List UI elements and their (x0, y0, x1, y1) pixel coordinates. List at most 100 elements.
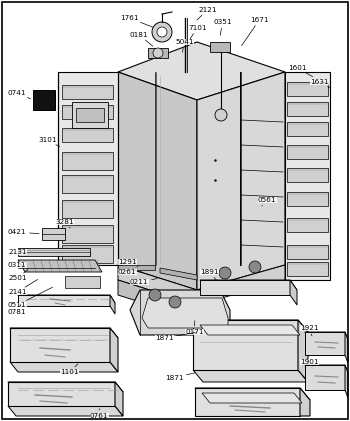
Polygon shape (18, 295, 110, 306)
Text: 2141: 2141 (8, 280, 38, 295)
Circle shape (157, 27, 167, 37)
Text: 1921: 1921 (300, 325, 318, 336)
Text: 7101: 7101 (188, 25, 206, 40)
Polygon shape (62, 105, 113, 119)
Polygon shape (193, 370, 308, 382)
Circle shape (219, 267, 231, 279)
Text: 5041: 5041 (175, 39, 194, 52)
Text: 1871: 1871 (165, 373, 195, 381)
Polygon shape (110, 328, 118, 372)
Text: 0351: 0351 (213, 19, 231, 35)
Text: 0511: 0511 (8, 287, 52, 308)
Polygon shape (287, 262, 328, 276)
Text: 3101: 3101 (38, 137, 60, 147)
Polygon shape (305, 365, 345, 390)
Polygon shape (65, 276, 100, 288)
Polygon shape (345, 365, 348, 398)
Circle shape (149, 289, 161, 301)
Polygon shape (8, 406, 123, 416)
Polygon shape (62, 200, 113, 218)
Polygon shape (193, 320, 308, 332)
Polygon shape (287, 102, 328, 116)
Text: 0781: 0781 (8, 304, 27, 315)
Circle shape (215, 109, 227, 121)
Polygon shape (197, 72, 285, 290)
Polygon shape (62, 152, 113, 170)
Text: 0211: 0211 (130, 279, 157, 285)
Polygon shape (110, 295, 115, 314)
Text: 0171: 0171 (185, 321, 203, 335)
Polygon shape (8, 382, 115, 406)
Polygon shape (18, 295, 115, 303)
Polygon shape (142, 298, 228, 328)
Polygon shape (345, 332, 348, 363)
Polygon shape (130, 290, 230, 335)
Polygon shape (287, 122, 328, 136)
Polygon shape (10, 362, 118, 372)
Polygon shape (287, 192, 328, 206)
Polygon shape (118, 265, 285, 305)
Text: 2501: 2501 (8, 270, 28, 281)
Polygon shape (202, 393, 302, 403)
Polygon shape (287, 218, 328, 232)
Circle shape (152, 22, 172, 42)
Text: 1671: 1671 (241, 17, 268, 46)
Text: 1631: 1631 (310, 79, 330, 88)
Polygon shape (305, 332, 345, 355)
Text: 1601: 1601 (288, 65, 313, 77)
Circle shape (249, 261, 261, 273)
Polygon shape (33, 90, 55, 110)
Text: 1291: 1291 (118, 259, 138, 267)
Polygon shape (10, 328, 118, 338)
Text: 0181: 0181 (130, 32, 153, 46)
Polygon shape (118, 42, 285, 100)
Polygon shape (148, 48, 168, 58)
Polygon shape (8, 382, 123, 392)
Polygon shape (200, 280, 290, 295)
Polygon shape (42, 228, 65, 240)
Text: 0261: 0261 (118, 269, 142, 275)
Text: 2121: 2121 (197, 7, 217, 20)
Polygon shape (285, 72, 330, 280)
Polygon shape (300, 388, 310, 416)
Polygon shape (195, 388, 310, 400)
Polygon shape (287, 245, 328, 259)
Text: 1101: 1101 (60, 364, 78, 375)
Text: 1871: 1871 (155, 333, 195, 341)
Text: 0741: 0741 (8, 90, 30, 99)
Text: 0421: 0421 (8, 229, 39, 235)
Polygon shape (287, 82, 328, 96)
Polygon shape (115, 382, 123, 416)
Polygon shape (62, 128, 113, 142)
Polygon shape (287, 168, 328, 182)
Polygon shape (76, 108, 104, 122)
Polygon shape (305, 365, 348, 373)
Polygon shape (118, 72, 197, 290)
Polygon shape (210, 42, 230, 52)
Polygon shape (118, 280, 197, 320)
Text: 0761: 0761 (90, 409, 108, 419)
Polygon shape (160, 268, 197, 280)
Polygon shape (62, 225, 113, 243)
Polygon shape (10, 328, 110, 362)
Text: 1761: 1761 (120, 15, 152, 27)
Polygon shape (72, 102, 108, 128)
Circle shape (169, 296, 181, 308)
Polygon shape (62, 175, 113, 193)
Polygon shape (200, 280, 297, 290)
Text: 3281: 3281 (55, 219, 74, 228)
Text: 0311: 0311 (8, 262, 27, 268)
Text: 0561: 0561 (258, 197, 276, 206)
Polygon shape (287, 145, 328, 159)
Polygon shape (118, 265, 155, 270)
Polygon shape (305, 332, 348, 340)
Polygon shape (290, 280, 297, 305)
Circle shape (153, 48, 163, 58)
Text: 1901: 1901 (300, 359, 318, 368)
Polygon shape (200, 325, 300, 335)
Polygon shape (298, 320, 308, 382)
Polygon shape (62, 85, 113, 99)
Text: 2131: 2131 (8, 249, 27, 255)
Polygon shape (18, 248, 90, 256)
Polygon shape (193, 320, 298, 370)
